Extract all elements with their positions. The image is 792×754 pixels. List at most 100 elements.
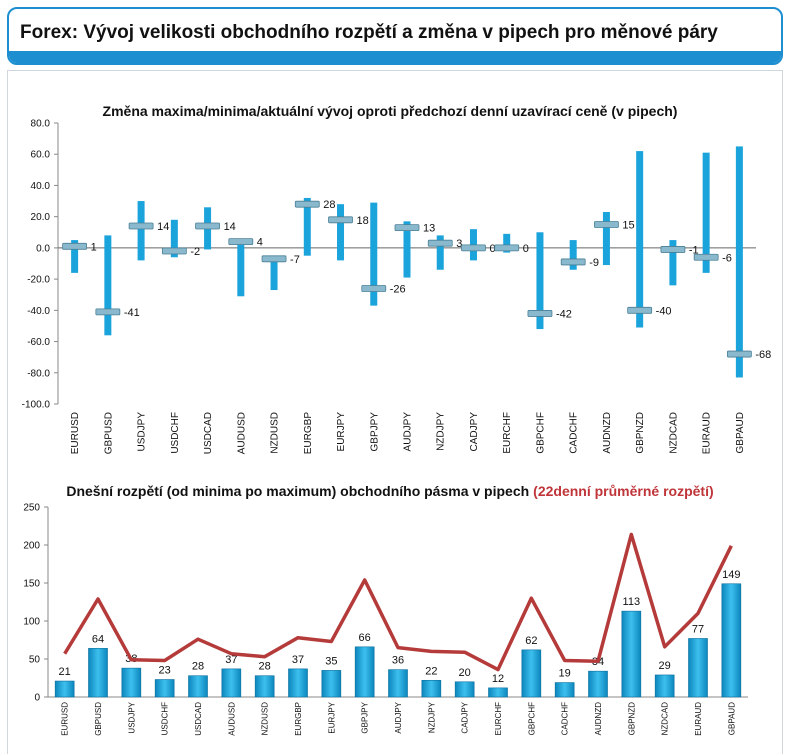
chart2-data-label: 22 <box>425 665 437 677</box>
chart1-data-label: 28 <box>323 199 335 211</box>
chart1-y-tick-label: 60.0 <box>31 150 51 161</box>
chart2-y-tick-label: 250 <box>23 503 40 514</box>
chart2-data-label: 37 <box>292 654 304 666</box>
chart2-data-label: 77 <box>692 623 704 635</box>
chart2-data-label: 113 <box>623 596 641 608</box>
chart2-title: Dnešní rozpětí (od minima po maximum) ob… <box>66 483 529 499</box>
chart2-category-label: AUDNZD <box>594 702 603 736</box>
chart2-category-label: CADCHF <box>561 702 570 735</box>
chart1-current-marker <box>461 244 486 252</box>
chart1-data-label: 14 <box>224 221 236 233</box>
chart2-category-label: NZDCAD <box>661 702 670 736</box>
chart1-title: Změna maxima/minima/aktuální vývoj oprot… <box>103 103 678 119</box>
chart1-range-bar <box>270 255 278 291</box>
chart2-data-label: 35 <box>325 655 337 667</box>
chart2-data-label: 149 <box>722 569 740 581</box>
chart1-data-label: 0 <box>489 243 495 255</box>
chart1-data-label: -9 <box>589 257 599 269</box>
chart2-data-label: 36 <box>392 655 404 667</box>
chart1-range-bar <box>337 204 345 261</box>
chart1-y-tick-label: -80.0 <box>27 368 50 379</box>
chart1-current-marker <box>294 200 320 208</box>
chart1-range-bar <box>170 219 178 258</box>
chart1-data-label: -41 <box>124 307 140 319</box>
chart1-current-marker <box>328 216 353 224</box>
chart2-category-label: EURAUD <box>694 702 703 736</box>
chart1-data-label: -1 <box>689 244 699 256</box>
chart2-bar <box>488 687 508 698</box>
chart1-y-tick-label: -100.0 <box>22 400 51 411</box>
chart2-category-label: GBPCHF <box>527 702 536 735</box>
chart1-current-marker <box>261 255 287 263</box>
chart2-data-label: 28 <box>259 661 271 673</box>
chart1-y-tick-label: 0.0 <box>36 243 50 254</box>
chart1-current-marker <box>660 246 686 253</box>
chart1-current-marker <box>161 247 187 255</box>
chart2-bar <box>454 681 475 698</box>
chart1-range-bar <box>436 235 444 270</box>
chart1-data-label: 1 <box>91 241 97 253</box>
chart1-category-label: USDJPY <box>137 412 148 452</box>
chart2-bar <box>288 668 308 698</box>
chart2-plot: 25020015010050021EURUSD64GBPUSD38USDJPY2… <box>23 503 748 736</box>
chart2-y-tick-label: 50 <box>29 655 41 666</box>
chart1-range-bar <box>503 233 511 253</box>
chart2-data-label: 21 <box>59 666 71 678</box>
page-title: Forex: Vývoj velikosti obchodního rozpět… <box>20 22 718 43</box>
chart1-data-label: 4 <box>257 237 263 249</box>
chart1-current-marker <box>527 310 553 317</box>
chart1-category-label: AUDNZD <box>602 412 613 454</box>
chart1-category-label: AUDUSD <box>236 412 247 454</box>
chart1-y-tick-label: -60.0 <box>27 337 50 348</box>
chart1-range-bar <box>602 211 610 266</box>
chart1-category-label: NZDCAD <box>668 412 679 454</box>
chart1-category-label: GBPUSD <box>103 412 114 454</box>
chart2-category-label: EURCHF <box>494 702 503 735</box>
chart2-bar <box>188 675 208 698</box>
chart1-category-label: CADJPY <box>469 412 480 452</box>
chart1-current-marker <box>494 244 520 252</box>
chart2-bar <box>254 675 275 698</box>
chart1-y-tick-label: 80.0 <box>31 119 51 130</box>
chart1-range-bar <box>735 146 743 378</box>
chart2-category-label: GBPAUD <box>727 702 736 735</box>
chart1-category-label: GBPAUD <box>735 412 746 454</box>
chart1-data-label: 13 <box>423 223 435 235</box>
chart2-category-label: GBPUSD <box>94 702 103 736</box>
chart1-current-marker <box>594 221 619 228</box>
chart2-category-label: EURUSD <box>61 702 70 736</box>
chart2-y-tick-label: 200 <box>23 541 40 552</box>
chart2-data-label: 23 <box>159 665 171 677</box>
chart1-current-marker <box>627 306 653 314</box>
chart2-y-tick-label: 100 <box>23 617 40 628</box>
chart1-category-label: EURCHF <box>502 412 513 454</box>
chart2-bar <box>721 583 742 698</box>
chart1-data-label: 0 <box>523 243 529 255</box>
chart2-bar <box>521 649 542 698</box>
chart1-range-bar <box>536 232 544 330</box>
chart2-category-label: EURJPY <box>327 701 336 733</box>
chart2-data-label: 12 <box>492 673 504 685</box>
chart1-data-label: 15 <box>622 219 634 231</box>
chart2-category-label: NZDUSD <box>261 702 270 736</box>
chart2-category-label: USDJPY <box>127 701 136 733</box>
chart1-data-label: -42 <box>556 308 572 320</box>
chart2-y-tick-label: 0 <box>34 693 40 704</box>
chart2-data-label: 19 <box>559 668 571 680</box>
chart2-data-label: 20 <box>459 667 471 679</box>
chart1-range-bar <box>137 201 145 261</box>
chart1-current-marker <box>726 350 752 358</box>
chart2-title-line: Dnešní rozpětí (od minima po maximum) ob… <box>66 483 713 499</box>
chart1-category-label: AUDJPY <box>403 412 414 452</box>
chart1-category-label: NZDUSD <box>270 412 281 454</box>
chart1-current-marker <box>560 258 586 266</box>
chart2-category-label: GBPJPY <box>361 701 370 733</box>
chart1-range-bar <box>237 240 245 297</box>
chart1-category-label: GBPJPY <box>369 412 380 452</box>
chart1-current-marker <box>394 224 420 231</box>
chart2-category-label: USDCHF <box>161 702 170 735</box>
chart2-bar <box>154 679 175 698</box>
chart1-data-label: 18 <box>357 215 369 227</box>
chart2-category-label: AUDJPY <box>394 701 403 733</box>
